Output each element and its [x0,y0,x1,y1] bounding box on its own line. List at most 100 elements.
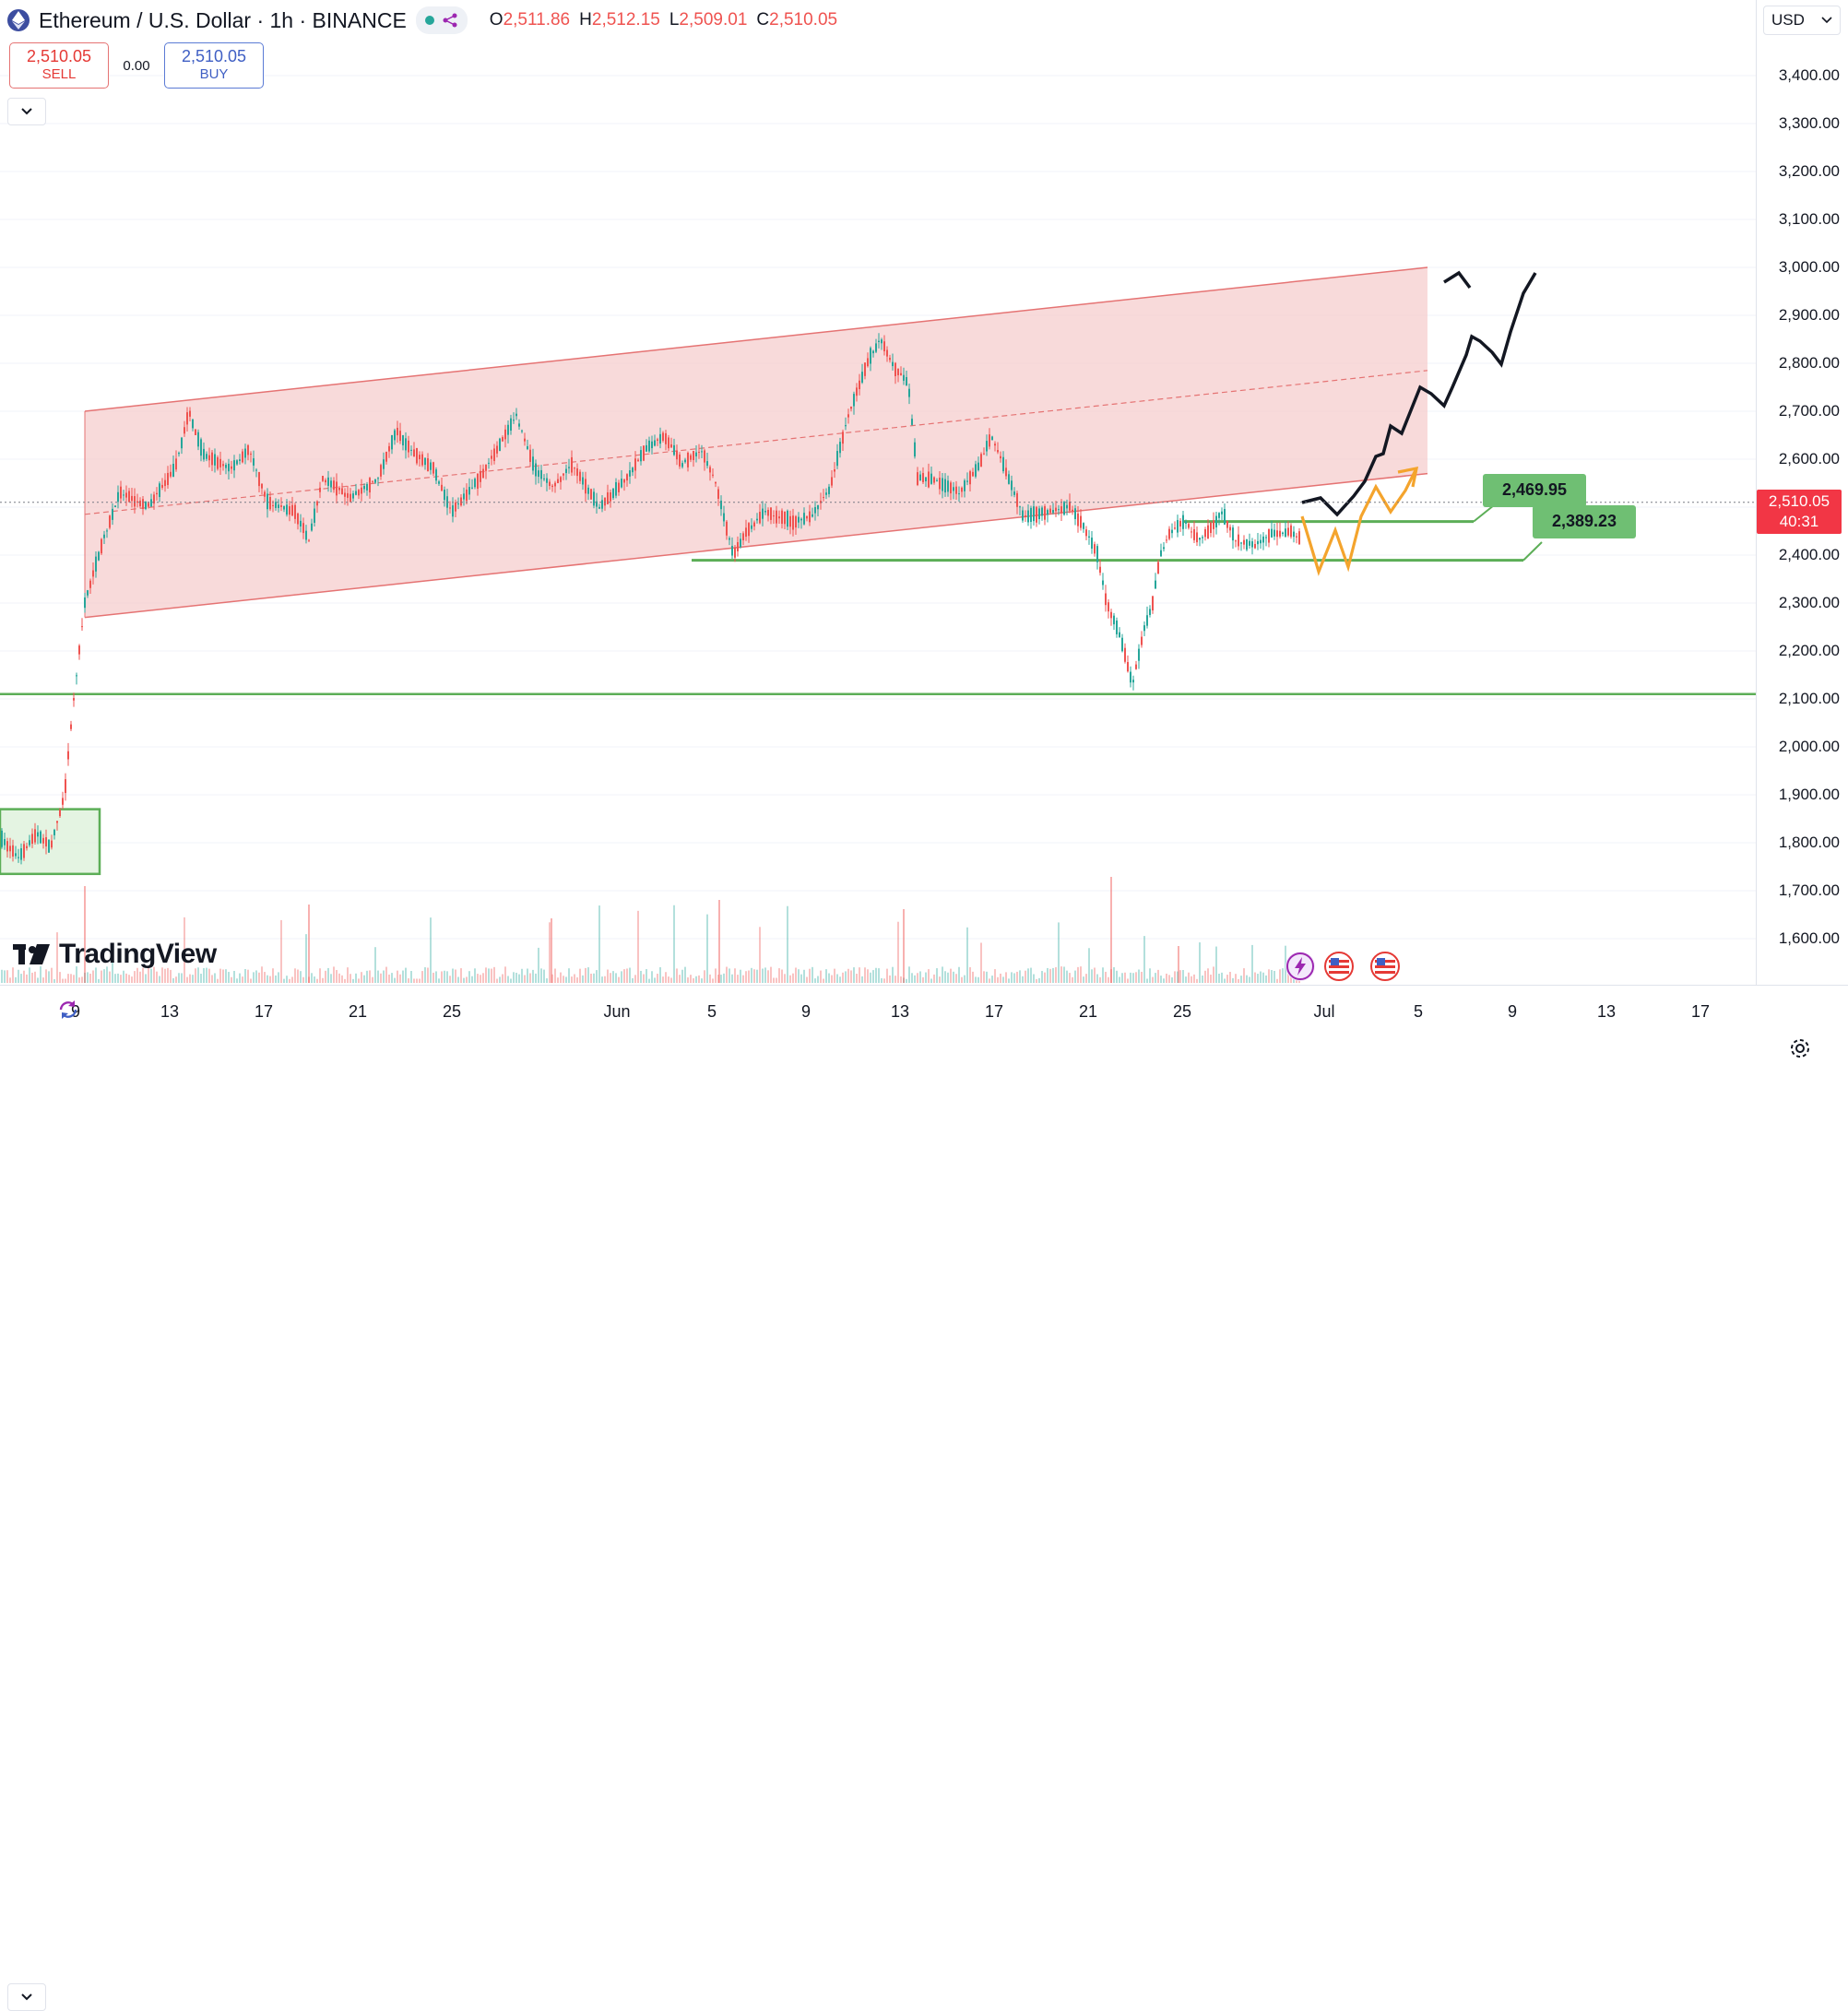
candle-body [302,523,304,534]
channel-upper-line [84,266,1428,412]
currency-selector[interactable]: USD [1763,6,1841,35]
volume-bar [289,978,290,983]
candle-body [565,468,567,474]
volume-bar [983,971,985,983]
volume-bar [776,977,777,983]
candle-body [737,541,739,551]
volume-bar [1113,966,1115,983]
volume-bar [1152,976,1154,983]
volume-bar [402,970,404,983]
candle-body [823,497,824,499]
candle-body [637,459,639,461]
volume-bar [930,978,932,983]
candle-body [1113,615,1115,625]
symbol-header[interactable]: Ethereum / U.S. Dollar · 1h · BINANCE O2… [7,6,837,35]
candle-body [773,515,775,517]
candle-body [1282,532,1284,535]
time-tick: 25 [1172,1002,1192,1021]
volume-bar [23,970,25,983]
volume-bar [325,970,326,983]
ascending-channel-drawing[interactable] [84,266,1428,619]
volume-bar [596,970,598,983]
tradingview-logo[interactable]: TradingView [13,939,217,970]
volume-bar [1262,972,1264,983]
candle-body [352,493,354,499]
volume-bar [881,977,883,983]
horizontal-levels[interactable] [0,504,1756,876]
buy-button[interactable]: 2,510.05 BUY [164,42,264,89]
volume-bar [717,975,719,983]
candle-body [524,438,526,442]
lightning-event-icon[interactable] [1285,952,1315,981]
market-status-pill[interactable] [415,6,468,34]
volume-bar [1041,971,1043,983]
candle-body [551,485,553,488]
volume-bar [1060,966,1062,983]
candle-body [48,839,50,853]
level-label-2469[interactable]: 2,469.95 [1483,473,1586,507]
us-flag-event-icon[interactable] [1324,952,1354,981]
us-flag-event-icon-2[interactable] [1370,952,1400,981]
volume-bar [242,976,243,983]
candle-body [156,492,158,495]
candle-body [759,511,761,524]
level-label-2389[interactable]: 2,389.23 [1533,504,1636,538]
volume-bar [73,975,75,983]
time-axis[interactable]: 9 13 17 21 25 Jun 5 9 13 17 21 25 Jul 5 9 13 17 [0,985,1848,2011]
gear-icon[interactable] [1789,1037,1811,1059]
candle-body [341,488,343,495]
volume-bar [15,976,17,983]
candle-body [518,423,520,427]
volume-bar [994,969,996,983]
volume-bar [911,973,913,983]
sell-button[interactable]: 2,510.05 SELL [9,42,109,89]
candle-body [255,469,257,471]
volume-bar [1290,976,1292,983]
volume-bar [527,968,528,983]
volume-bar [53,978,55,983]
candle-body [391,434,393,450]
volume-bar [576,977,578,983]
candle-body [1135,664,1137,669]
candle-body [1096,546,1098,562]
symbol-title[interactable]: Ethereum / U.S. Dollar · 1h · BINANCE [39,7,407,32]
collapse-bottom-panel-button[interactable] [7,1983,46,2011]
candle-body [767,510,769,516]
volume-bar [253,972,255,983]
candle-body [76,675,77,677]
volume-bar [878,968,880,983]
volume-bar [394,977,396,983]
candle-body [933,477,935,483]
volume-bar [676,968,678,983]
chevron-down-icon [1821,17,1832,24]
candle-body [706,461,708,467]
candle-body [471,487,473,489]
candle-body [1091,538,1093,549]
candle-body [610,492,611,502]
volume-bar [1027,968,1029,983]
chart-area[interactable]: Ethereum / U.S. Dollar · 1h · BINANCE O2… [0,0,1756,985]
price-tick: 2,000.00 [1778,738,1840,755]
volume-bar [466,976,468,983]
candle-body [20,847,22,860]
volume-bar [615,973,617,983]
candle-body [385,451,387,462]
volume-bar [1080,966,1082,983]
candle-body [953,487,954,491]
volume-bar [305,934,307,983]
candle-body [629,470,631,477]
candle-body [1072,509,1073,512]
volume-bar [1069,973,1071,983]
candle-body [1196,532,1198,543]
collapse-legend-button[interactable] [7,98,46,125]
chart-canvas[interactable] [0,0,1756,985]
projection-paths[interactable] [1300,270,1537,576]
time-tick: 25 [442,1002,462,1021]
volume-bar [1143,936,1145,983]
refresh-icon[interactable] [57,999,79,1021]
candle-body [1022,510,1024,521]
candle-body [463,493,465,500]
volume-bar [817,976,819,983]
volume-bar [383,970,385,983]
volume-bar [751,967,752,983]
